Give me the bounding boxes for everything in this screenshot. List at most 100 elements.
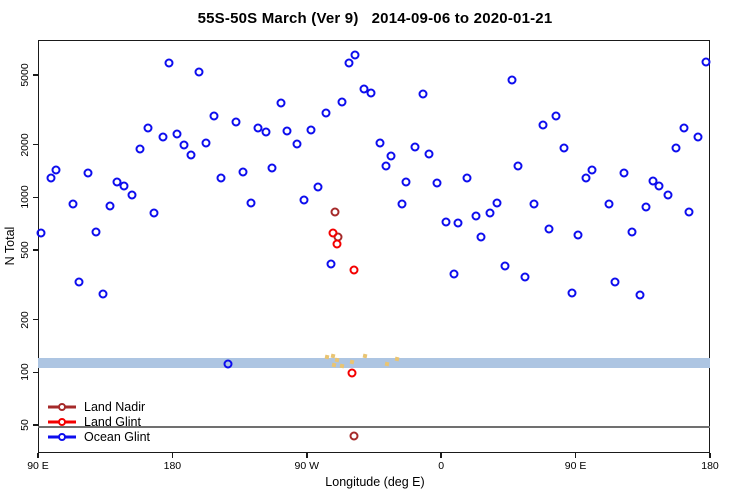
data-point-ocean-glint xyxy=(306,125,316,135)
legend-label: Land Glint xyxy=(84,415,141,429)
data-point-ocean-glint xyxy=(441,217,451,227)
data-point-ocean-glint xyxy=(209,111,219,121)
data-point-ocean-glint xyxy=(51,165,61,175)
chart-title: 55S-50S March (Ver 9) 2014-09-06 to 2020… xyxy=(197,10,553,27)
y-tick-mark xyxy=(33,249,38,251)
data-point-ocean-glint xyxy=(410,142,420,152)
data-point-land-glint xyxy=(332,239,342,249)
y-axis-title: N Total xyxy=(3,226,17,266)
y-tick-mark xyxy=(33,318,38,321)
plot-area-frame xyxy=(38,40,710,453)
data-point-ocean-glint xyxy=(267,163,277,172)
data-point-land-glint xyxy=(328,228,338,238)
data-point-ocean-glint xyxy=(337,97,347,107)
x-tick-label: 90 E xyxy=(564,460,587,472)
data-point-ocean-glint xyxy=(471,211,481,221)
x-tick-mark xyxy=(440,453,442,458)
data-point-ocean-glint xyxy=(500,261,510,271)
data-point-ocean-glint xyxy=(641,202,651,212)
x-tick-label: 180 xyxy=(163,460,182,472)
data-point-ocean-glint xyxy=(551,111,561,121)
data-point-ocean-glint xyxy=(216,173,226,183)
data-point-unlabeled-yellow-marks xyxy=(324,354,330,360)
data-point-ocean-glint xyxy=(344,58,354,68)
legend-item-land-nadir: Land Nadir xyxy=(48,400,178,414)
y-tick-label: 500 xyxy=(19,241,31,259)
data-point-ocean-glint xyxy=(449,269,459,279)
x-tick-mark xyxy=(171,453,174,458)
data-point-ocean-glint xyxy=(418,89,428,99)
data-point-ocean-glint xyxy=(693,132,703,142)
data-point-ocean-glint xyxy=(68,199,78,209)
data-point-land-nadir xyxy=(330,207,340,217)
legend-marker-icon xyxy=(58,403,66,411)
data-point-ocean-glint xyxy=(135,144,145,154)
data-point-ocean-glint xyxy=(46,173,56,183)
data-point-ocean-glint xyxy=(587,165,597,175)
data-point-ocean-glint xyxy=(143,123,153,133)
y-tick-label: 200 xyxy=(19,310,31,329)
data-point-ocean-glint xyxy=(513,161,523,171)
data-point-ocean-glint xyxy=(485,208,495,218)
data-point-ocean-glint xyxy=(401,177,411,187)
data-point-ocean-glint xyxy=(581,173,591,183)
data-point-ocean-glint xyxy=(635,290,645,300)
data-point-ocean-glint xyxy=(663,190,673,200)
legend-item-land-glint: Land Glint xyxy=(48,415,178,429)
data-point-ocean-glint xyxy=(627,227,637,237)
data-point-land-glint xyxy=(349,265,359,275)
x-axis-title: Longitude (deg E) xyxy=(325,475,425,489)
data-point-land-glint xyxy=(347,368,357,378)
data-point-ocean-glint xyxy=(573,230,583,240)
y-tick-label: 50 xyxy=(19,419,31,431)
data-point-ocean-glint xyxy=(201,138,211,148)
data-point-ocean-glint xyxy=(194,67,204,77)
y-tick-label: 1000 xyxy=(19,185,31,209)
x-tick-mark xyxy=(574,453,577,458)
data-point-ocean-glint xyxy=(276,98,286,108)
data-point-unlabeled-yellow-marks xyxy=(339,363,345,369)
data-point-ocean-glint xyxy=(326,259,336,269)
data-point-ocean-glint xyxy=(432,178,442,188)
x-tick-mark xyxy=(37,453,39,458)
data-point-ocean-glint xyxy=(292,139,302,149)
data-point-ocean-glint xyxy=(397,199,407,209)
reference-line xyxy=(38,425,710,428)
data-point-ocean-glint xyxy=(424,149,434,159)
data-point-ocean-glint xyxy=(74,277,84,287)
data-point-ocean-glint xyxy=(149,208,159,218)
data-point-ocean-glint xyxy=(476,232,486,242)
data-point-ocean-glint xyxy=(261,127,271,137)
x-tick-label: 90 W xyxy=(294,460,320,472)
data-point-ocean-glint xyxy=(386,151,396,161)
data-point-ocean-glint xyxy=(701,57,711,67)
data-point-ocean-glint xyxy=(179,140,189,150)
data-point-ocean-glint xyxy=(559,143,569,153)
x-tick-mark xyxy=(306,453,308,458)
data-point-unlabeled-yellow-marks xyxy=(362,353,368,359)
data-point-ocean-glint xyxy=(619,168,629,178)
data-point-ocean-glint xyxy=(671,143,681,153)
y-tick-mark xyxy=(33,424,38,426)
data-point-ocean-glint xyxy=(567,288,577,298)
data-point-ocean-glint xyxy=(366,88,376,98)
data-point-ocean-glint xyxy=(83,168,93,178)
data-point-ocean-glint xyxy=(684,207,694,217)
data-point-ocean-glint xyxy=(507,75,517,85)
y-tick-mark xyxy=(33,74,38,76)
data-point-ocean-glint xyxy=(375,138,385,148)
data-point-ocean-glint xyxy=(544,224,554,234)
data-point-ocean-glint xyxy=(238,167,248,177)
data-point-ocean-glint xyxy=(164,58,174,68)
data-point-ocean-glint xyxy=(350,50,360,60)
data-point-ocean-glint xyxy=(172,129,182,139)
data-point-land-nadir xyxy=(349,431,359,441)
y-tick-label: 5000 xyxy=(19,63,31,87)
data-point-ocean-glint xyxy=(231,117,241,127)
data-point-ocean-glint xyxy=(313,182,323,192)
legend-item-ocean-glint: Ocean Glint xyxy=(48,430,178,444)
y-tick-mark xyxy=(33,143,38,146)
legend-label: Ocean Glint xyxy=(84,430,151,444)
data-point-ocean-glint xyxy=(529,199,539,209)
